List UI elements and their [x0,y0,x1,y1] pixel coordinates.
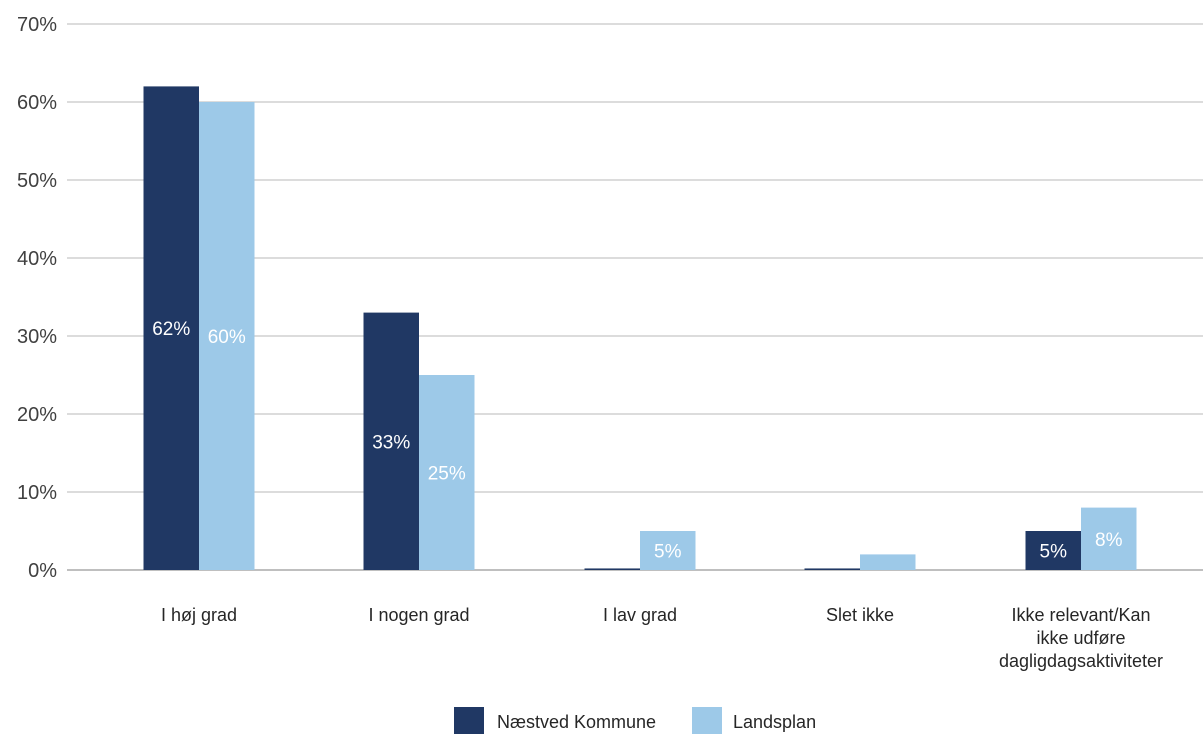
gridlines [67,23,1203,571]
legend-swatch [692,707,722,734]
bar-naestved [584,568,640,570]
legend-label: Næstved Kommune [497,712,656,732]
data-label: 60% [208,327,246,348]
data-label: 25% [428,464,466,485]
y-axis-ticks: 0% 10% 20% 30% 40% 50% 60% 70% [17,14,57,582]
bar-naestved [143,86,199,571]
category-label: I nogen grad [368,605,469,625]
data-label: 5% [654,542,682,563]
legend-swatch [454,707,484,734]
category-label: I høj grad [161,605,237,625]
y-tick-label: 60% [17,92,57,114]
bar-landsplan [1081,507,1137,570]
category-label: ikke udføre [1036,628,1125,648]
bar-naestved [804,568,860,570]
bar-landsplan [640,531,696,570]
data-label: 5% [1040,542,1068,563]
y-tick-label: 50% [17,170,57,192]
bar-landsplan [860,554,916,570]
y-tick-label: 70% [17,14,57,36]
bar-landsplan [419,375,475,570]
data-label: 8% [1095,530,1123,551]
x-axis-categories: I høj grad I nogen grad I lav grad Slet ikk… [161,605,1163,671]
legend-label: Landsplan [733,712,816,732]
legend: Næstved Kommune Landsplan [454,707,816,734]
bar-naestved [1025,531,1081,570]
y-tick-label: 20% [17,404,57,426]
bar-landsplan [199,102,255,570]
category-label: Ikke relevant/Kan [1011,605,1150,625]
data-labels: 62% 33% 5% 60% 25% 5% 8% [152,319,1122,562]
category-label: I lav grad [603,605,677,625]
y-tick-label: 30% [17,326,57,348]
y-tick-label: 0% [28,560,57,582]
category-label: dagligdagsaktiviteter [999,651,1163,671]
data-label: 33% [372,432,410,453]
y-tick-label: 10% [17,482,57,504]
y-tick-label: 40% [17,248,57,270]
category-label: Slet ikke [826,605,894,625]
bars [143,86,1137,571]
data-label: 62% [152,319,190,340]
bar-naestved [363,312,419,570]
